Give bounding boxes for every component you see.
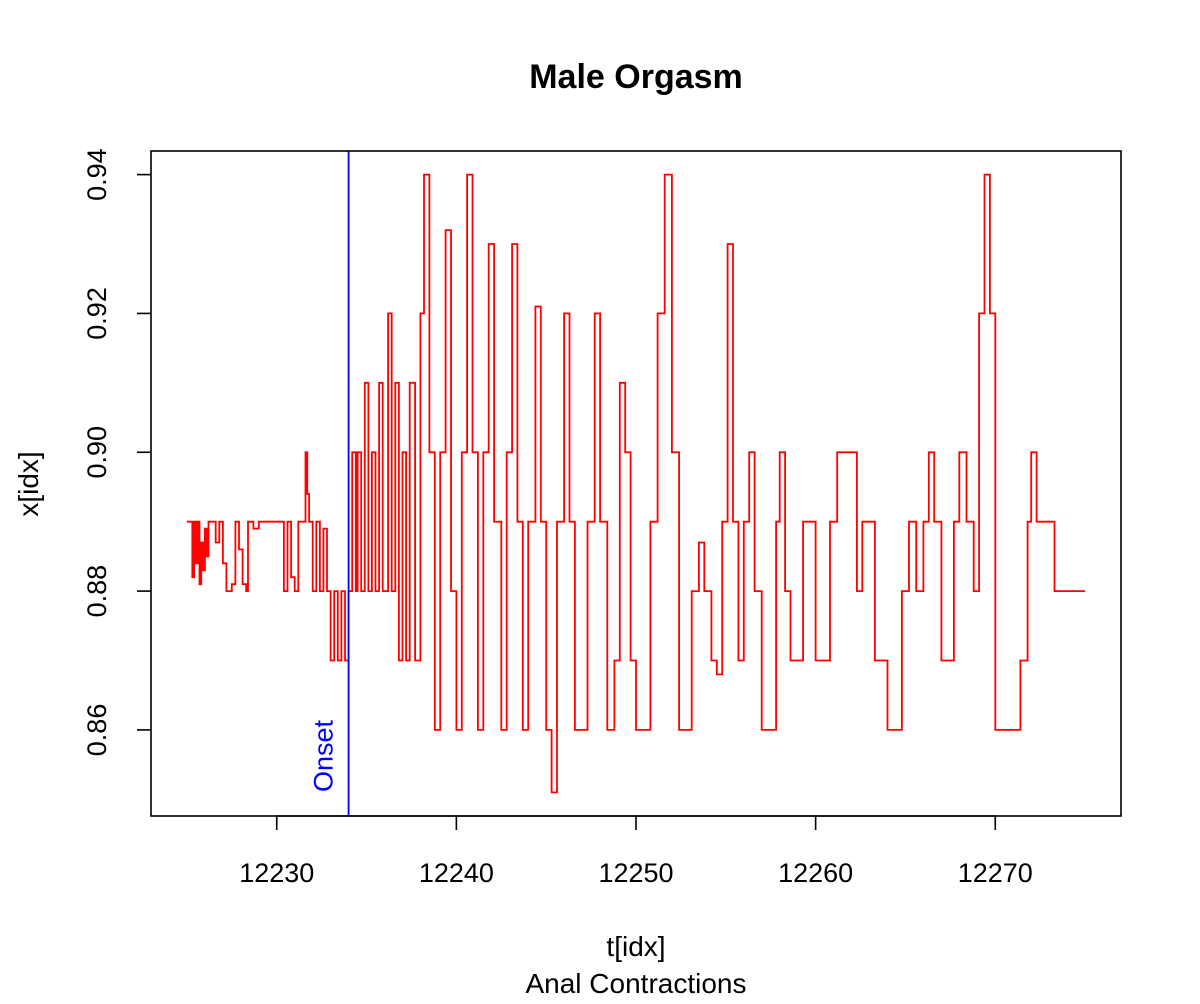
series-line-0 — [186, 173, 1086, 794]
x-tick-label: 12260 — [778, 858, 853, 888]
chart-subtitle: Anal Contractions — [525, 968, 746, 999]
y-tick-label: 0.90 — [82, 426, 112, 479]
onset-label: Onset — [309, 719, 339, 792]
x-axis-label: t[idx] — [606, 931, 665, 962]
y-tick-label: 0.92 — [82, 287, 112, 340]
x-tick-label: 12240 — [419, 858, 494, 888]
y-tick-label: 0.94 — [82, 148, 112, 201]
x-axis: 12230 12240 12250 12260 12270 — [239, 815, 1033, 888]
x-tick-label: 12250 — [598, 858, 673, 888]
y-axis: 0.86 0.88 0.90 0.92 0.94 — [82, 148, 151, 756]
plot-area: Onset — [186, 151, 1086, 816]
x-tick-label: 12230 — [239, 858, 314, 888]
y-tick-label: 0.86 — [82, 704, 112, 757]
chart-title: Male Orgasm — [529, 58, 743, 96]
y-axis-label: x[idx] — [13, 451, 44, 516]
x-tick-label: 12270 — [958, 858, 1033, 888]
y-tick-label: 0.88 — [82, 565, 112, 618]
